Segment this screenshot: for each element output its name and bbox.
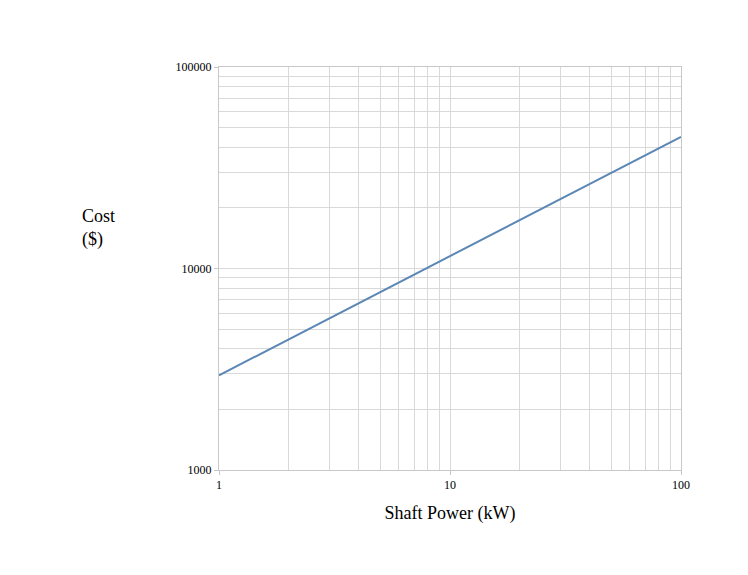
svg-text:Cost($): Cost($) xyxy=(82,206,115,250)
svg-text:1: 1 xyxy=(216,478,222,492)
svg-text:10000: 10000 xyxy=(182,262,212,276)
svg-text:100: 100 xyxy=(672,478,690,492)
svg-text:1000: 1000 xyxy=(188,463,212,477)
svg-text:100000: 100000 xyxy=(176,60,212,74)
svg-text:Shaft Power (kW): Shaft Power (kW) xyxy=(385,503,516,524)
svg-text:10: 10 xyxy=(444,478,456,492)
